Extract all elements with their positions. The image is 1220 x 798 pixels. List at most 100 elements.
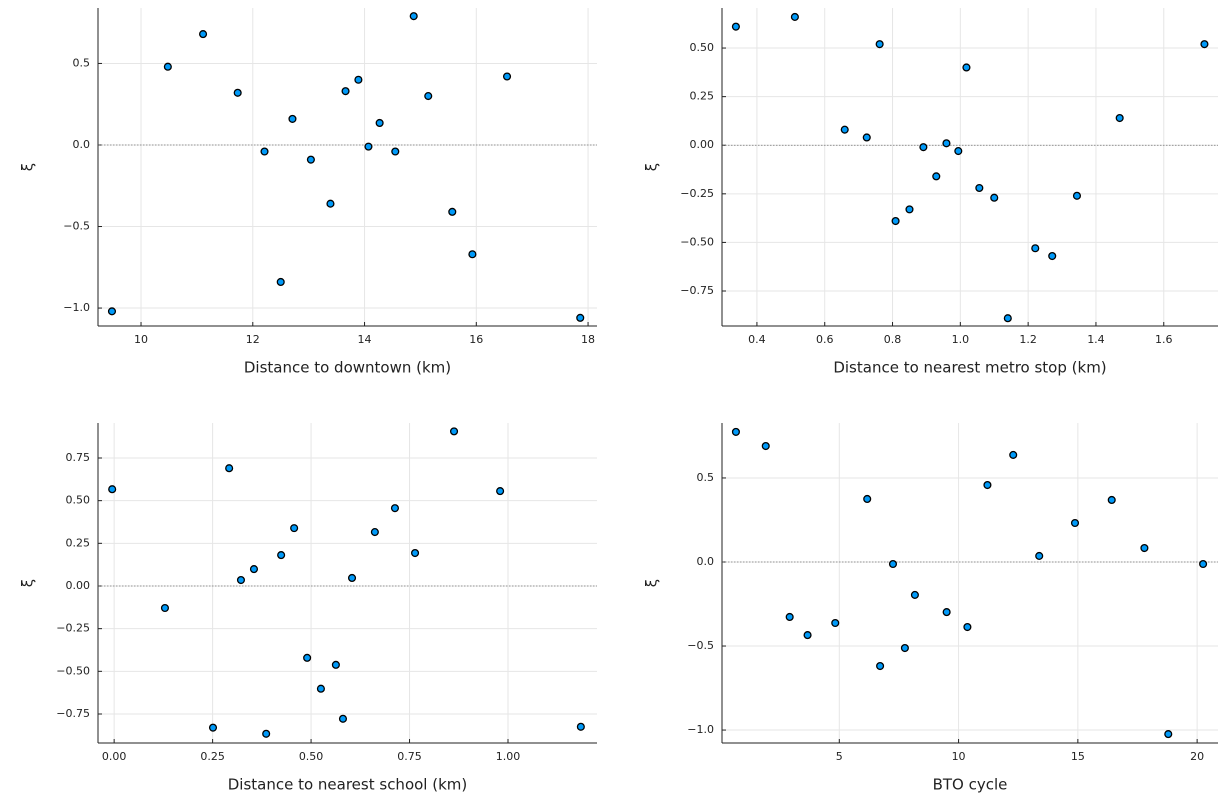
x-tick-label: 1.6 (1155, 333, 1173, 346)
y-tick-label: 0.25 (66, 536, 91, 549)
x-tick-label: 18 (581, 333, 595, 346)
point (160, 603, 170, 613)
y-tick-label: −0.50 (56, 664, 90, 677)
point (1009, 450, 1018, 459)
x-tick-label: 14 (358, 333, 372, 346)
x-tick-label: 0.25 (200, 750, 225, 763)
y-tick-label: 0.00 (690, 138, 715, 151)
point (199, 30, 208, 39)
point (341, 87, 350, 96)
y-tick-label: 0.5 (73, 56, 91, 69)
point (576, 313, 585, 322)
point (942, 139, 951, 148)
y-tick-label: 0.50 (66, 494, 91, 507)
point (863, 494, 872, 504)
x-axis-title: BTO cycle (933, 776, 1008, 794)
x-tick-label: 10 (952, 750, 966, 763)
point (449, 427, 459, 436)
x-tick-label: 1.4 (1087, 333, 1105, 346)
x-tick-label: 1.00 (496, 750, 521, 763)
point (370, 528, 379, 537)
point (840, 125, 849, 134)
y-axis-title: ξ (19, 579, 37, 587)
point (919, 143, 928, 152)
point (1031, 244, 1040, 253)
point (306, 155, 315, 164)
point (1072, 191, 1082, 200)
y-tick-label: 0.00 (66, 579, 91, 592)
point (236, 575, 246, 585)
point (576, 722, 585, 731)
point (163, 62, 172, 71)
point (502, 72, 512, 81)
y-tick-label: −0.50 (680, 235, 714, 248)
point (831, 618, 840, 628)
point (1164, 730, 1173, 739)
x-tick-label: 1.2 (1019, 333, 1037, 346)
y-tick-label: −0.75 (56, 707, 90, 720)
x-tick-label: 0.6 (816, 333, 834, 346)
point (468, 250, 477, 259)
point (731, 427, 740, 436)
x-tick-label: 0.4 (748, 333, 766, 346)
y-tick-label: −0.75 (680, 284, 714, 297)
point (1200, 40, 1209, 49)
point (983, 480, 992, 490)
point (990, 193, 999, 202)
point (338, 714, 348, 723)
y-tick-label: −0.25 (680, 187, 714, 200)
point (410, 548, 420, 558)
x-axis-title: Distance to nearest school (km) (228, 776, 468, 794)
x-tick-label: 15 (1071, 750, 1085, 763)
point (448, 207, 457, 216)
point (803, 631, 812, 640)
x-tick-label: 0.00 (102, 750, 127, 763)
point (390, 504, 400, 513)
point (761, 441, 770, 451)
point (1140, 543, 1149, 553)
point (891, 216, 900, 226)
point (326, 199, 335, 208)
point (276, 277, 285, 287)
point (424, 92, 433, 101)
point (900, 643, 909, 653)
x-tick-label: 0.50 (299, 750, 324, 763)
point (932, 172, 941, 181)
point (1035, 551, 1044, 560)
point (1048, 251, 1057, 261)
point (225, 464, 234, 473)
point (1003, 314, 1012, 323)
point (1199, 559, 1208, 569)
point (347, 573, 357, 583)
point (208, 723, 218, 732)
point (290, 524, 299, 533)
y-tick-label: −1.0 (687, 723, 714, 736)
y-tick-label: 0.50 (690, 41, 715, 54)
x-tick-label: 16 (469, 333, 483, 346)
y-tick-label: −1.0 (63, 301, 90, 314)
point (409, 12, 418, 21)
point (1070, 518, 1080, 528)
x-tick-label: 0.75 (397, 750, 422, 763)
x-tick-label: 5 (836, 750, 843, 763)
point (354, 75, 363, 84)
point (364, 142, 373, 151)
y-tick-label: −0.25 (56, 622, 90, 635)
point (108, 485, 117, 494)
y-axis-title: ξ (643, 163, 661, 171)
point (496, 487, 505, 496)
x-axis-title: Distance to nearest metro stop (km) (833, 359, 1106, 377)
point (862, 133, 871, 142)
point (875, 40, 884, 49)
point (303, 653, 312, 662)
x-axis-title: Distance to downtown (km) (244, 359, 451, 377)
x-tick-label: 1.0 (952, 333, 970, 346)
point (316, 684, 325, 693)
point (962, 63, 971, 72)
point (790, 12, 799, 21)
point (233, 88, 242, 97)
y-tick-label: 0.25 (690, 90, 715, 103)
y-tick-label: −0.5 (687, 639, 714, 652)
